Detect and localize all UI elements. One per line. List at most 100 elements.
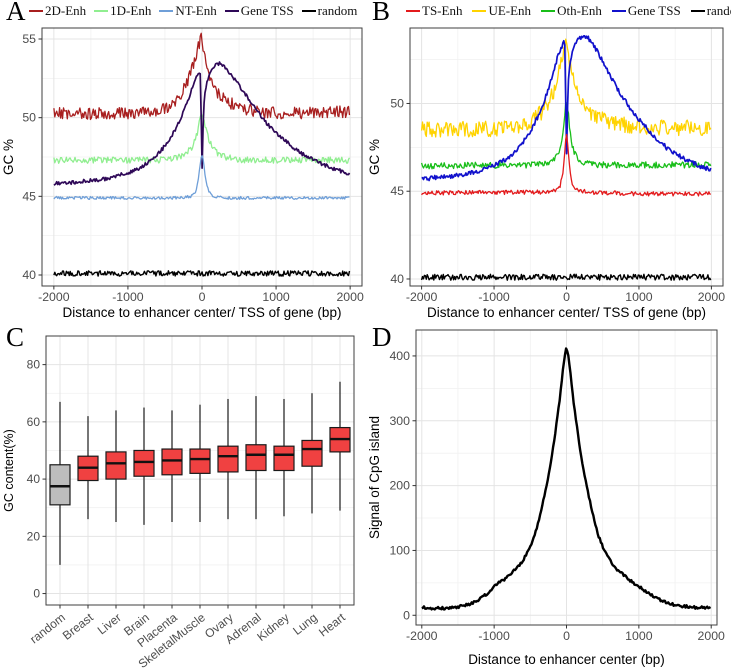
- legend-label: Gene TSS: [627, 3, 681, 18]
- svg-text:Heart: Heart: [316, 610, 348, 640]
- svg-text:-2000: -2000: [38, 290, 70, 304]
- svg-text:0: 0: [33, 587, 40, 601]
- legend-label: 1D-Enh: [110, 3, 152, 18]
- legend-color-line: [406, 9, 420, 13]
- svg-text:-1000: -1000: [478, 290, 510, 304]
- svg-text:1000: 1000: [625, 629, 653, 643]
- series-gene-tss: [53, 61, 351, 186]
- svg-text:20: 20: [27, 529, 41, 543]
- svg-text:300: 300: [389, 414, 410, 428]
- legend-color-line: [224, 9, 239, 13]
- box-heart: [329, 381, 351, 511]
- svg-text:0: 0: [563, 290, 570, 304]
- series-random: [53, 270, 351, 277]
- svg-text:-1000: -1000: [478, 629, 510, 643]
- tick-labels: -2000 -1000 0 1000 2000 40 45 50 55: [22, 32, 364, 304]
- legend-item-nt-enh: NT-Enh: [159, 3, 217, 19]
- svg-text:60: 60: [27, 415, 41, 429]
- legend-item-ue-enh: UE-Enh: [472, 3, 531, 19]
- legend-color-line: [611, 9, 626, 13]
- svg-text:55: 55: [22, 32, 36, 46]
- legend-a: 2D-Enh 1D-Enh NT-Enh Gene TSS random: [29, 3, 357, 19]
- box-ovary: [217, 398, 239, 520]
- tick-labels: -2000 -1000 0 1000 2000 40 45 50: [390, 96, 725, 304]
- panel-d-label: D: [372, 322, 392, 352]
- axes: -2000 -1000 0 1000 2000 40 45 50 Distance to enh…: [367, 27, 725, 320]
- legend-item-random: random: [690, 3, 731, 19]
- series-gene-tss: [421, 34, 712, 182]
- svg-text:45: 45: [22, 189, 36, 203]
- svg-text:100: 100: [389, 543, 410, 557]
- box-kidney: [273, 398, 295, 517]
- y-axis-title: GC content(%): [2, 429, 16, 512]
- tick-marks: [42, 364, 341, 609]
- y-axis-title: GC %: [1, 139, 16, 175]
- series-group: [53, 32, 351, 277]
- svg-text:-2000: -2000: [406, 629, 438, 643]
- x-axis-title: Distance to enhancer center/ TSS of gene…: [427, 305, 706, 320]
- svg-text:-2000: -2000: [406, 290, 438, 304]
- axes: 020406080randomBreastLiverBrainPlacentaS…: [2, 335, 355, 669]
- legend-color-line: [94, 9, 109, 13]
- svg-text:random: random: [27, 610, 68, 646]
- svg-text:Breast: Breast: [60, 610, 96, 643]
- legend-color-line: [690, 9, 705, 13]
- svg-text:Lung: Lung: [290, 610, 320, 637]
- chart-d-line-plot: -2000 -1000 0 1000 2000 0 100 200 300 400 Distance…: [367, 329, 726, 667]
- svg-text:0: 0: [403, 608, 410, 622]
- svg-text:45: 45: [390, 184, 404, 198]
- chart-b-line-plot: -2000 -1000 0 1000 2000 40 45 50 Distance to enh…: [367, 27, 725, 320]
- legend-color-line: [29, 9, 43, 13]
- svg-text:2000: 2000: [698, 290, 726, 304]
- svg-text:0: 0: [199, 290, 206, 304]
- series-group: [420, 34, 712, 281]
- axes: -2000 -1000 0 1000 2000 0 100 200 300 400 Distance…: [367, 329, 726, 667]
- grid-major: [410, 28, 723, 286]
- svg-text:-1000: -1000: [112, 290, 144, 304]
- box-adrenal: [245, 396, 267, 520]
- legend-item-gene-tss: Gene TSS: [224, 3, 294, 19]
- chart-a-line-plot: -2000 -1000 0 1000 2000 40 45 50 55 Distance to e…: [1, 27, 364, 320]
- box-liver: [105, 410, 127, 523]
- legend-item-1d-enh: 1D-Enh: [94, 3, 151, 19]
- legend-label: random: [706, 3, 731, 18]
- box-random: [49, 401, 71, 565]
- legend-label: random: [317, 3, 358, 18]
- legend-b: TS-Enh UE-Enh Oth-Enh Gene TSS random: [406, 3, 731, 19]
- panel-c: C 0 20 40 60 80 random Breast Liver Brain Placent…: [0, 322, 366, 669]
- svg-text:50: 50: [390, 96, 404, 110]
- x-axis-title: Distance to enhancer center (bp): [468, 652, 665, 667]
- box-lung: [301, 393, 323, 514]
- series-ts-enh: [421, 133, 711, 197]
- legend-label: TS-Enh: [422, 3, 463, 18]
- svg-text:80: 80: [27, 358, 41, 372]
- tick-labels: 020406080randomBreastLiverBrainPlacentaS…: [27, 358, 349, 669]
- svg-text:50: 50: [22, 111, 36, 125]
- series-nt-enh: [53, 155, 350, 200]
- panel-c-label: C: [6, 322, 25, 352]
- panel-d: D -2000 -1000 0 1000 2000 0 100 200 300 400 Distan…: [366, 322, 731, 669]
- boxes: [49, 381, 351, 565]
- y-axis-title: Signal of CpG island: [367, 416, 382, 539]
- panel-a: A 2D-Enh 1D-Enh NT-Enh Gene TSS random -2000…: [0, 0, 366, 322]
- legend-color-line: [159, 9, 174, 13]
- panel-a-label: A: [6, 0, 26, 26]
- y-axis-title: GC %: [367, 139, 382, 175]
- legend-item-random: random: [301, 3, 358, 19]
- legend-color-line: [541, 9, 556, 13]
- legend-color-line: [472, 9, 487, 13]
- series-2d-enh: [53, 32, 351, 121]
- series-group: [421, 347, 712, 611]
- series-ue-enh: [420, 38, 712, 138]
- box-brain: [133, 407, 155, 525]
- svg-text:2000: 2000: [698, 629, 726, 643]
- svg-text:2000: 2000: [336, 290, 364, 304]
- box-skeletalmuscle: [189, 404, 211, 523]
- legend-item-2d-enh: 2D-Enh: [29, 3, 86, 19]
- svg-text:40: 40: [22, 268, 36, 282]
- svg-text:400: 400: [389, 349, 410, 363]
- svg-text:200: 200: [389, 479, 410, 493]
- grid-major: [416, 330, 717, 625]
- legend-item-oth-enh: Oth-Enh: [541, 3, 602, 19]
